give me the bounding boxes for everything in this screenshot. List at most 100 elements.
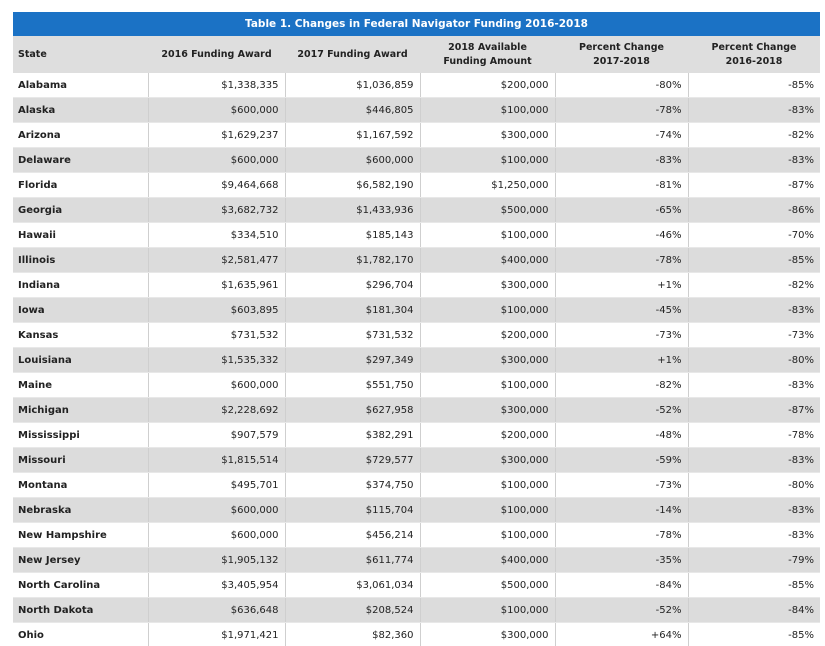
table-row: Missouri $1,815,514 $729,577 $300,000 -59% -8… — [13, 447, 820, 473]
table-row: Kansas $731,532 $731,532 $200,000 -73% -73% — [13, 322, 820, 348]
state-cell: Montana — [13, 472, 148, 498]
state-cell: Delaware — [13, 147, 148, 173]
value-cell: -52% — [554, 597, 688, 623]
table-row: Georgia $3,682,732 $1,433,936 $500,000 -65% -… — [13, 197, 820, 223]
table-row: Delaware $600,000 $600,000 $100,000 -83% -83% — [13, 147, 820, 173]
value-cell: $600,000 — [284, 147, 420, 173]
value-cell: -78% — [554, 522, 688, 548]
state-cell: New Jersey — [13, 547, 148, 573]
value-cell: $600,000 — [147, 522, 285, 548]
table-row: Hawaii $334,510 $185,143 $100,000 -46% -70% — [13, 222, 820, 248]
value-cell: -73% — [554, 322, 688, 348]
value-cell: -86% — [687, 197, 820, 223]
table-row: Indiana $1,635,961 $296,704 $300,000 +1% -82% — [13, 272, 820, 298]
value-cell: $100,000 — [419, 497, 555, 523]
state-cell: New Hampshire — [13, 522, 148, 548]
value-cell: -78% — [554, 247, 688, 273]
value-cell: $1,905,132 — [147, 547, 285, 573]
value-cell: -85% — [687, 572, 820, 598]
value-cell: $82,360 — [284, 622, 420, 646]
value-cell: -83% — [687, 97, 820, 123]
state-cell: Michigan — [13, 397, 148, 423]
value-cell: -80% — [687, 347, 820, 373]
value-cell: $200,000 — [419, 73, 555, 98]
value-cell: $603,895 — [147, 297, 285, 323]
value-cell: -48% — [554, 422, 688, 448]
value-cell: $208,524 — [284, 597, 420, 623]
value-cell: $551,750 — [284, 372, 420, 398]
table-row: New Hampshire $600,000 $456,214 $100,000 -78… — [13, 522, 820, 548]
value-cell: $500,000 — [419, 572, 555, 598]
value-cell: -82% — [687, 122, 820, 148]
value-cell: $100,000 — [419, 597, 555, 623]
state-cell: Georgia — [13, 197, 148, 223]
state-cell: Alaska — [13, 97, 148, 123]
value-cell: -83% — [687, 297, 820, 323]
column-header: 2018 Available Funding Amount — [420, 36, 555, 73]
value-cell: $600,000 — [147, 147, 285, 173]
value-cell: $600,000 — [147, 497, 285, 523]
value-cell: -73% — [687, 322, 820, 348]
value-cell: $731,532 — [284, 322, 420, 348]
value-cell: $6,582,190 — [284, 172, 420, 198]
value-cell: $1,635,961 — [147, 272, 285, 298]
value-cell: $3,682,732 — [147, 197, 285, 223]
value-cell: $400,000 — [419, 547, 555, 573]
value-cell: $300,000 — [419, 397, 555, 423]
table-body: Alabama $1,338,335 $1,036,859 $200,000 -80% -… — [13, 73, 820, 646]
value-cell: $1,250,000 — [419, 172, 555, 198]
value-cell: -59% — [554, 447, 688, 473]
table-row: Louisiana $1,535,332 $297,349 $300,000 +1% -8… — [13, 347, 820, 373]
value-cell: $1,167,592 — [284, 122, 420, 148]
value-cell: $1,782,170 — [284, 247, 420, 273]
value-cell: -74% — [554, 122, 688, 148]
value-cell: $400,000 — [419, 247, 555, 273]
value-cell: $446,805 — [284, 97, 420, 123]
value-cell: $1,338,335 — [147, 73, 285, 98]
value-cell: $300,000 — [419, 272, 555, 298]
value-cell: $1,433,936 — [284, 197, 420, 223]
value-cell: $456,214 — [284, 522, 420, 548]
value-cell: $1,036,859 — [284, 73, 420, 98]
value-cell: -78% — [687, 422, 820, 448]
header-row: State 2016 Funding Award 2017 Funding Awar… — [13, 36, 820, 73]
value-cell: -82% — [687, 272, 820, 298]
funding-table: State 2016 Funding Award 2017 Funding Awar… — [13, 36, 820, 646]
state-cell: Nebraska — [13, 497, 148, 523]
value-cell: $907,579 — [147, 422, 285, 448]
value-cell: $1,535,332 — [147, 347, 285, 373]
state-cell: Illinois — [13, 247, 148, 273]
value-cell: -65% — [554, 197, 688, 223]
value-cell: $296,704 — [284, 272, 420, 298]
column-header: 2017 Funding Award — [285, 36, 420, 73]
value-cell: $334,510 — [147, 222, 285, 248]
value-cell: $100,000 — [419, 522, 555, 548]
state-cell: North Dakota — [13, 597, 148, 623]
table-row: Michigan $2,228,692 $627,958 $300,000 -52% -8… — [13, 397, 820, 423]
value-cell: $611,774 — [284, 547, 420, 573]
table-row: Ohio $1,971,421 $82,360 $300,000 +64% -85% — [13, 622, 820, 646]
value-cell: -52% — [554, 397, 688, 423]
table-row: Montana $495,701 $374,750 $100,000 -73% -80% — [13, 472, 820, 498]
value-cell: $100,000 — [419, 222, 555, 248]
table-row: New Jersey $1,905,132 $611,774 $400,000 -35%… — [13, 547, 820, 573]
value-cell: -85% — [687, 247, 820, 273]
value-cell: -45% — [554, 297, 688, 323]
value-cell: $627,958 — [284, 397, 420, 423]
value-cell: -83% — [687, 497, 820, 523]
value-cell: -78% — [554, 97, 688, 123]
value-cell: -80% — [687, 472, 820, 498]
value-cell: -83% — [554, 147, 688, 173]
value-cell: $100,000 — [419, 297, 555, 323]
state-cell: Hawaii — [13, 222, 148, 248]
table-row: Alaska $600,000 $446,805 $100,000 -78% -83% — [13, 97, 820, 123]
table-row: Mississippi $907,579 $382,291 $200,000 -48% -… — [13, 422, 820, 448]
value-cell: $100,000 — [419, 472, 555, 498]
value-cell: $100,000 — [419, 147, 555, 173]
value-cell: $9,464,668 — [147, 172, 285, 198]
value-cell: $300,000 — [419, 122, 555, 148]
value-cell: $636,648 — [147, 597, 285, 623]
state-cell: Louisiana — [13, 347, 148, 373]
state-cell: Ohio — [13, 622, 148, 646]
value-cell: -14% — [554, 497, 688, 523]
